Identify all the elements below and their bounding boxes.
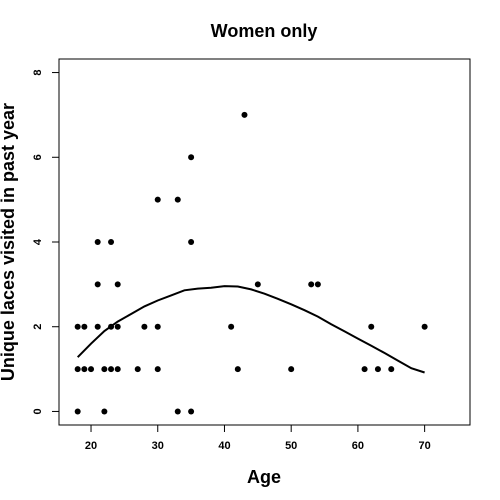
data-point [174, 196, 181, 203]
data-point [114, 366, 121, 373]
data-point [74, 323, 81, 330]
chart-title: Women only [211, 21, 318, 41]
x-tick-label: 30 [152, 440, 164, 452]
x-axis-label: Age [247, 467, 281, 487]
data-point [388, 366, 395, 373]
data-point [88, 366, 95, 373]
data-point [188, 154, 195, 161]
data-point [81, 323, 88, 330]
data-point [254, 281, 261, 288]
data-point [241, 111, 248, 118]
data-point [134, 366, 141, 373]
data-points [74, 111, 428, 415]
y-axis-label: Unique laces visited in past year [0, 103, 18, 381]
data-point [421, 323, 428, 330]
data-point [108, 239, 115, 245]
y-tick-label: 6 [32, 154, 44, 160]
data-point [101, 366, 108, 373]
y-axis: 0 2 4 6 8 [32, 69, 60, 415]
data-point [94, 323, 101, 330]
data-point [94, 239, 101, 245]
data-point [94, 281, 101, 288]
y-tick-label: 4 [32, 238, 44, 245]
plot-frame [58, 58, 471, 426]
y-tick-label: 2 [32, 324, 44, 330]
x-tick-label: 40 [218, 440, 230, 452]
smooth-lines [76, 285, 425, 374]
data-point [108, 323, 115, 330]
data-point [74, 366, 81, 373]
data-point [101, 408, 108, 415]
data-point [188, 239, 195, 245]
data-point [361, 366, 368, 373]
data-point [228, 323, 235, 330]
x-tick-label: 20 [85, 440, 97, 452]
data-point [314, 281, 321, 288]
x-axis: 20 30 40 50 60 70 [85, 424, 431, 452]
data-point [154, 196, 161, 203]
data-point [308, 281, 315, 288]
data-point [374, 366, 381, 373]
data-point [108, 366, 115, 373]
data-point [368, 323, 375, 330]
x-tick-label: 50 [285, 440, 297, 452]
data-point [174, 408, 181, 415]
data-point [154, 323, 161, 330]
data-point [141, 323, 148, 330]
data-point [114, 281, 121, 288]
smooth-line [76, 285, 425, 374]
y-tick-label: 8 [32, 69, 44, 75]
data-point [188, 408, 195, 415]
data-point [74, 408, 81, 415]
x-tick-label: 60 [352, 440, 364, 452]
data-point [234, 366, 241, 373]
data-point [288, 366, 295, 373]
data-point [114, 323, 121, 330]
x-tick-label: 70 [419, 440, 431, 452]
data-point [81, 366, 88, 373]
y-tick-label: 0 [32, 408, 44, 414]
data-point [154, 366, 161, 373]
